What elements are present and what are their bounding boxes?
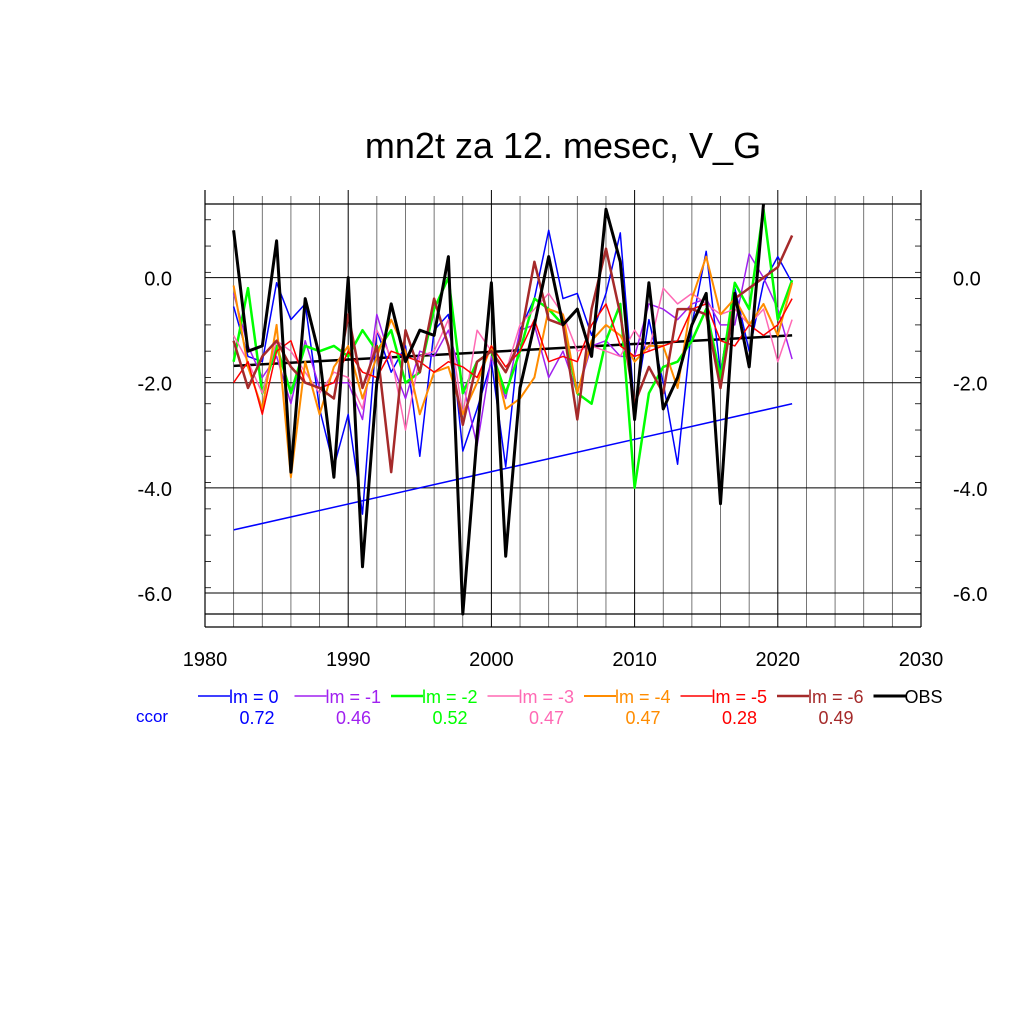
series-line [232, 287, 793, 431]
y-tick-label-right: 0.0 [953, 269, 981, 291]
legend-label: OBS [905, 687, 943, 707]
y-tick-label-left: -2.0 [138, 374, 172, 396]
ccor-value: 0.47 [625, 708, 660, 728]
legend-label: lm = -6 [808, 687, 864, 707]
legend-label: lm = -2 [422, 687, 478, 707]
ccor-value: 0.49 [818, 708, 853, 728]
series-line [232, 208, 794, 490]
y-tick-label-left: -4.0 [138, 479, 172, 501]
legend-label: lm = -1 [326, 687, 382, 707]
chart-title: mn2t za 12. mesec, V_G [365, 125, 761, 166]
ccor-label: ccor [136, 707, 168, 726]
ccor-value: 0.52 [432, 708, 467, 728]
grid [204, 190, 922, 627]
ccor-value: 0.72 [239, 708, 274, 728]
series-lines [232, 203, 794, 616]
y-tick-label-left: 0.0 [144, 269, 172, 291]
y-tick-label-left: -6.0 [138, 584, 172, 606]
series-line [232, 229, 793, 515]
ccor-value: 0.46 [336, 708, 371, 728]
legend-label: lm = 0 [229, 687, 279, 707]
x-tick-label: 1980 [183, 649, 228, 671]
x-tick-label: 1990 [326, 649, 371, 671]
axes: 1980 1990 2000 2010 2020 2030 0.0 0.0 -2.0 -2.0 -4… [138, 190, 987, 671]
y-tick-label-right: -4.0 [953, 479, 987, 501]
x-tick-label: 2030 [899, 649, 944, 671]
x-tick-label: 2020 [756, 649, 801, 671]
legend-label: lm = -3 [519, 687, 575, 707]
x-tick-label: 2010 [612, 649, 657, 671]
legend-label: lm = -5 [712, 687, 768, 707]
x-tick-label: 2000 [469, 649, 514, 671]
y-tick-label-right: -2.0 [953, 374, 987, 396]
ccor-value: 0.47 [529, 708, 564, 728]
series-line [232, 255, 794, 479]
legend-label: lm = -4 [615, 687, 671, 707]
ccor-value: 0.28 [722, 708, 757, 728]
series-line [232, 203, 765, 616]
y-tick-label-right: -6.0 [953, 584, 987, 606]
